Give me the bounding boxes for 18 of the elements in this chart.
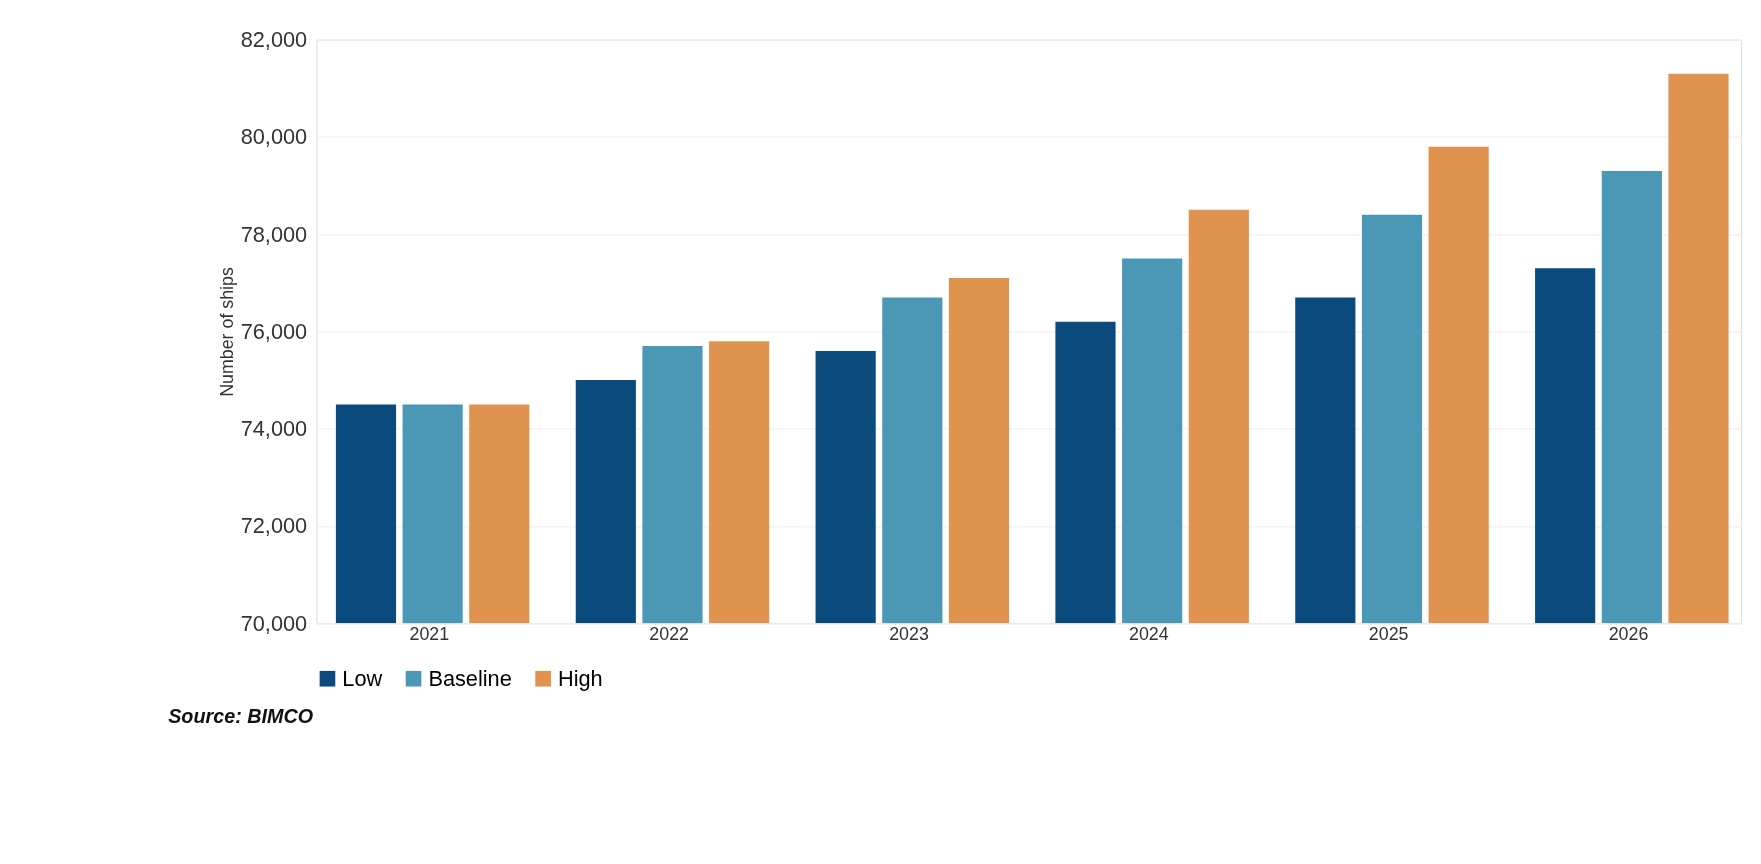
x-tick-label: 2024 xyxy=(1129,623,1169,644)
y-tick-label: 80,000 xyxy=(240,124,308,150)
y-tick-label: 82,000 xyxy=(240,27,308,53)
x-tick-label: 2025 xyxy=(1368,623,1409,644)
source-note: Source: BIMCO xyxy=(168,705,314,728)
legend-label: Low xyxy=(342,665,383,691)
y-tick-label: 72,000 xyxy=(240,513,308,539)
y-tick-label: 76,000 xyxy=(240,318,308,344)
x-tick-label: 2021 xyxy=(409,623,450,644)
y-tick-label: 70,000 xyxy=(240,610,308,636)
legend-label: Baseline xyxy=(428,665,512,691)
y-tick-label: 74,000 xyxy=(240,416,308,442)
x-tick-label: 2026 xyxy=(1608,623,1649,644)
x-tick-label: 2022 xyxy=(649,623,689,644)
legend-label: High xyxy=(557,665,603,691)
x-tick-label: 2023 xyxy=(889,623,929,644)
y-axis-title: Number of ships xyxy=(216,267,237,397)
y-tick-label: 78,000 xyxy=(240,221,308,247)
